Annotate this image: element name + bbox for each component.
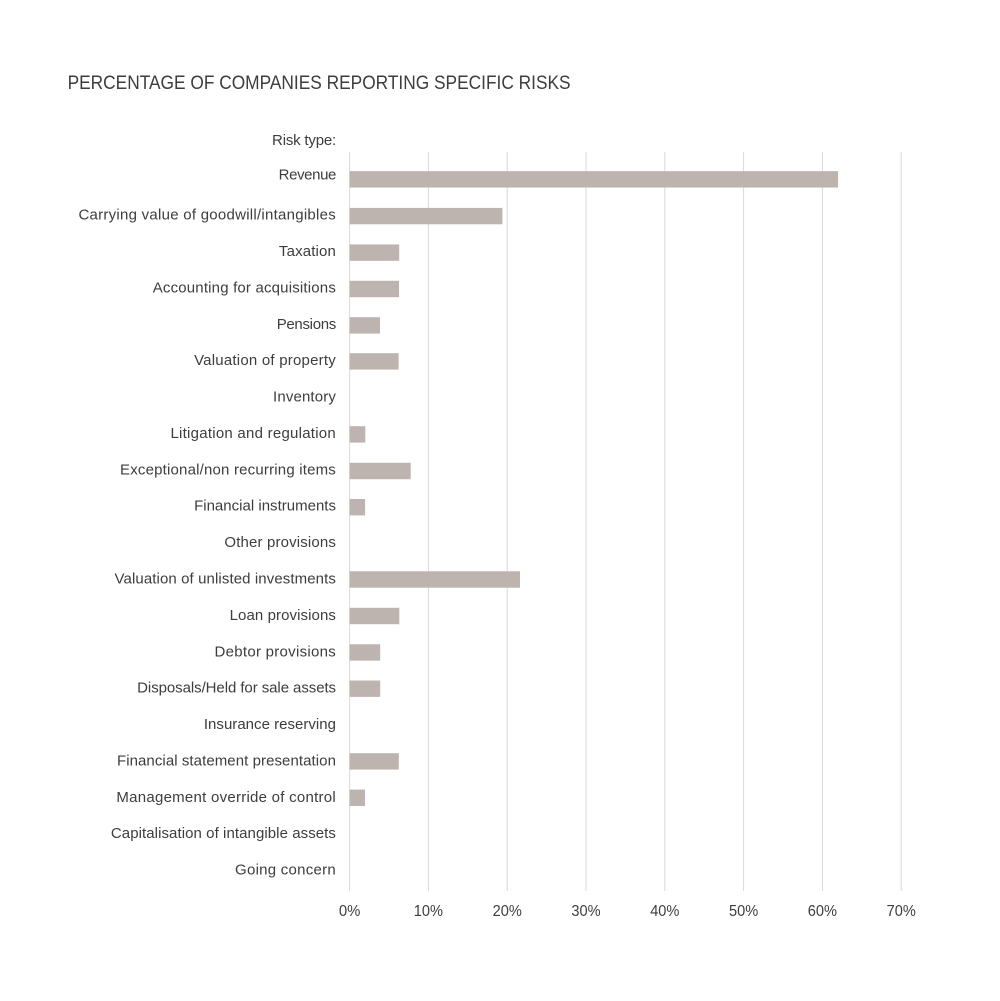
svg-text:Insurance reserving: Insurance reserving: [204, 716, 336, 733]
svg-text:Inventory: Inventory: [273, 389, 336, 406]
svg-text:10%: 10%: [414, 903, 443, 920]
svg-text:Going concern: Going concern: [235, 862, 336, 879]
svg-text:Capitalisation of intangible a: Capitalisation of intangible assets: [111, 825, 336, 842]
svg-text:Pensions: Pensions: [277, 316, 336, 333]
svg-text:30%: 30%: [571, 903, 600, 920]
svg-text:Taxation: Taxation: [279, 243, 336, 260]
svg-text:50%: 50%: [729, 903, 758, 920]
svg-text:0%: 0%: [339, 903, 361, 920]
svg-text:Valuation of unlisted investme: Valuation of unlisted investments: [115, 571, 336, 588]
svg-text:Other provisions: Other provisions: [224, 534, 336, 551]
svg-text:Disposals/Held for sale assets: Disposals/Held for sale assets: [137, 680, 336, 697]
svg-text:Financial statement presentati: Financial statement presentation: [117, 752, 336, 769]
svg-text:Exceptional/non recurring item: Exceptional/non recurring items: [120, 461, 336, 478]
svg-text:60%: 60%: [808, 903, 837, 920]
svg-text:Litigation and regulation: Litigation and regulation: [170, 425, 336, 442]
svg-text:Accounting for acquisitions: Accounting for acquisitions: [153, 279, 336, 296]
svg-text:40%: 40%: [650, 903, 679, 920]
svg-text:20%: 20%: [493, 903, 522, 920]
svg-text:Loan provisions: Loan provisions: [230, 607, 336, 624]
svg-text:Management override of control: Management override of control: [116, 789, 336, 806]
svg-text:Revenue: Revenue: [279, 166, 336, 183]
svg-text:Valuation of property: Valuation of property: [194, 352, 336, 369]
svg-text:Carrying value of goodwill/int: Carrying value of goodwill/intangibles: [78, 207, 336, 224]
svg-text:Debtor provisions: Debtor provisions: [215, 643, 336, 660]
svg-text:Financial instruments: Financial instruments: [194, 498, 336, 515]
svg-text:Risk type:: Risk type:: [272, 132, 336, 149]
svg-text:PERCENTAGE OF COMPANIES REPORT: PERCENTAGE OF COMPANIES REPORTING SPECIF…: [68, 73, 571, 94]
svg-text:70%: 70%: [887, 903, 916, 920]
